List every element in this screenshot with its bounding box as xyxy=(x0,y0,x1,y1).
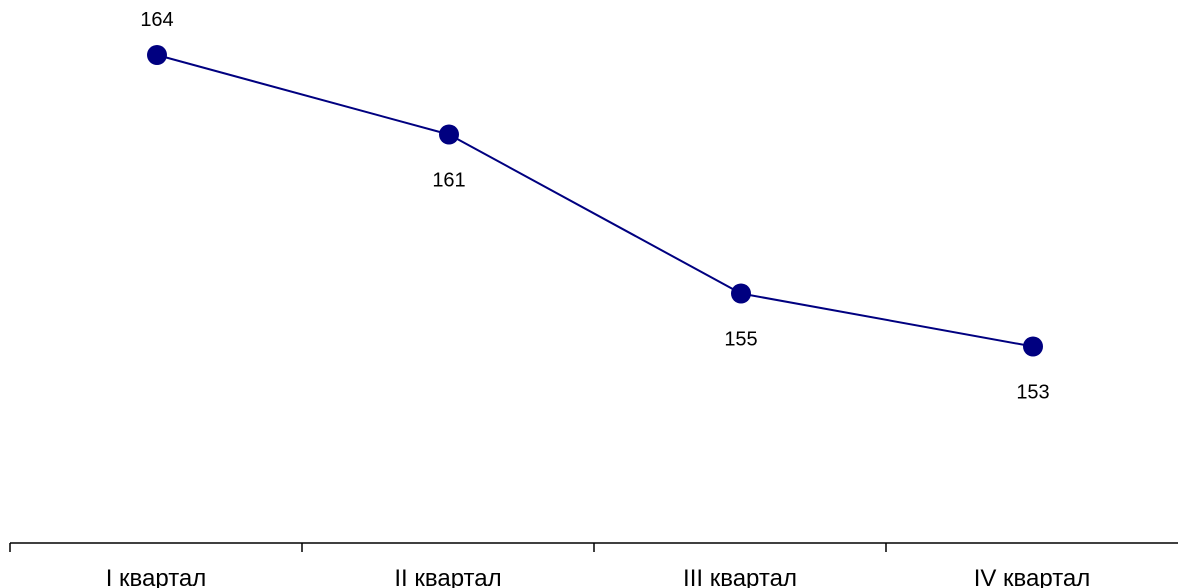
x-tick-label: III квартал xyxy=(683,565,797,588)
data-label: 161 xyxy=(432,170,465,192)
tick-label-group: I квартал II квартал III квартал IV квартал xyxy=(106,565,1091,588)
x-tick-label: I квартал xyxy=(106,565,207,588)
data-label-group: 164 161 155 153 xyxy=(140,9,1049,404)
series-line xyxy=(156,54,1034,348)
marker-group xyxy=(147,45,1043,357)
x-tick-label: IV квартал xyxy=(974,565,1091,588)
data-label: 153 xyxy=(1016,382,1049,404)
data-point-marker xyxy=(439,124,459,145)
data-label: 155 xyxy=(724,329,757,351)
x-axis xyxy=(9,542,1178,552)
data-point-marker xyxy=(1023,336,1043,357)
data-point-marker xyxy=(147,45,167,65)
series-line-group xyxy=(156,54,1034,348)
data-point-marker xyxy=(731,283,751,304)
data-label: 164 xyxy=(140,9,173,31)
x-tick-label: II квартал xyxy=(394,565,501,588)
